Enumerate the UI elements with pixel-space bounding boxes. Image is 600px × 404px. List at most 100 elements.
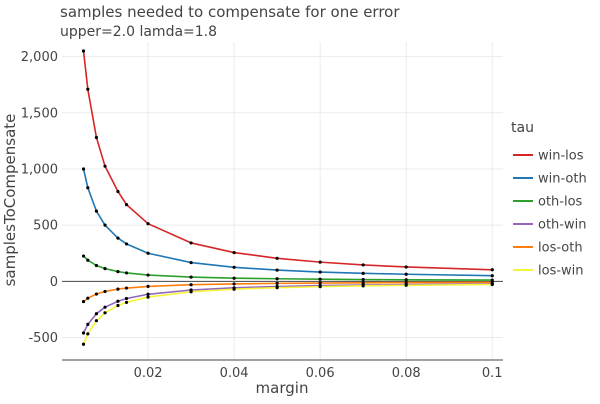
- data-point: [232, 282, 236, 286]
- data-point: [275, 268, 279, 272]
- data-point: [232, 265, 236, 269]
- legend-label: win-los: [538, 149, 584, 164]
- data-point: [116, 303, 120, 308]
- data-point: [232, 250, 236, 255]
- data-point: [232, 287, 236, 291]
- data-point: [103, 305, 107, 309]
- data-point: [94, 135, 99, 140]
- x-tick-label: 0.06: [306, 366, 335, 381]
- legend-label: los-win: [538, 264, 584, 279]
- y-tick-label: 0: [50, 275, 58, 290]
- data-point: [318, 281, 322, 285]
- data-point: [189, 283, 193, 287]
- data-point: [103, 164, 107, 168]
- legend-label: win-oth: [538, 172, 587, 187]
- data-point: [404, 272, 408, 276]
- data-point: [275, 256, 279, 260]
- y-axis-label: samplesToCompensate: [1, 114, 19, 287]
- data-point: [361, 263, 365, 267]
- y-tick-label: 2,000: [21, 50, 58, 65]
- data-point: [81, 49, 86, 53]
- data-point: [361, 277, 365, 282]
- x-tick-label: 0.02: [134, 366, 163, 381]
- data-point: [146, 295, 150, 299]
- data-point: [404, 280, 408, 285]
- data-point: [86, 258, 90, 262]
- legend-label: los-oth: [538, 241, 583, 256]
- data-point: [94, 292, 99, 296]
- data-point: [189, 290, 193, 294]
- data-point: [86, 296, 90, 300]
- data-point: [124, 271, 129, 275]
- data-point: [124, 202, 129, 207]
- data-point: [94, 209, 99, 213]
- legend-label: oth-los: [538, 195, 583, 210]
- data-point: [404, 265, 408, 269]
- data-point: [146, 284, 150, 288]
- legend-item-los-oth[interactable]: los-oth: [513, 241, 583, 256]
- data-point: [490, 278, 494, 282]
- data-point: [232, 276, 236, 280]
- series-win-los: [81, 49, 494, 272]
- legend-item-oth-los[interactable]: oth-los: [513, 195, 583, 210]
- data-point: [116, 287, 120, 291]
- legend-item-win-oth[interactable]: win-oth: [513, 172, 587, 187]
- axes: 0.02 0.04 0.06 0.08 0.1 -500 0 500 1,000 1,500 2,0…: [21, 50, 503, 381]
- data-point: [116, 299, 120, 303]
- data-point: [318, 260, 322, 264]
- data-point: [189, 260, 193, 265]
- data-point: [318, 277, 322, 281]
- legend[interactable]: tau win-los win-oth oth-los oth-win los-oth lo…: [511, 120, 587, 279]
- series-lines: [81, 49, 494, 346]
- data-point: [86, 186, 90, 190]
- data-point: [146, 292, 150, 296]
- data-point: [189, 241, 193, 245]
- series-oth-win: [81, 282, 494, 335]
- y-tick-label: 1,000: [21, 162, 58, 177]
- chart-subtitle: upper=2.0 lamda=1.8: [60, 24, 217, 40]
- data-point: [103, 289, 107, 294]
- data-point: [124, 242, 129, 246]
- data-point: [94, 312, 99, 316]
- data-point: [94, 263, 99, 268]
- y-tick-label: 500: [33, 219, 58, 234]
- y-tick-label: -500: [28, 331, 58, 346]
- data-point: [124, 286, 129, 290]
- legend-label: oth-win: [538, 218, 586, 233]
- data-point: [81, 299, 86, 304]
- legend-item-win-los[interactable]: win-los: [513, 149, 584, 164]
- data-point: [404, 278, 408, 282]
- data-point: [103, 223, 107, 227]
- data-point: [124, 300, 129, 304]
- series-line-win-oth: [82, 168, 493, 277]
- legend-item-oth-win[interactable]: oth-win: [513, 218, 586, 233]
- data-point: [361, 281, 365, 285]
- data-point: [490, 268, 494, 272]
- data-point: [86, 332, 90, 336]
- data-point: [81, 167, 86, 171]
- series-line-win-los: [82, 50, 493, 271]
- data-point: [275, 281, 279, 285]
- data-point: [361, 284, 365, 288]
- x-tick-label: 0.08: [392, 366, 421, 381]
- series-los-win: [81, 282, 494, 346]
- y-tick-label: 1,500: [21, 106, 58, 121]
- data-point: [116, 269, 120, 274]
- data-point: [103, 267, 107, 271]
- data-point: [361, 271, 365, 275]
- data-point: [404, 283, 408, 287]
- series-line-oth-win: [82, 283, 493, 334]
- data-point: [318, 285, 322, 289]
- data-point: [490, 282, 494, 287]
- data-point: [116, 189, 120, 194]
- data-point: [116, 236, 120, 240]
- series-oth-los: [81, 254, 494, 282]
- x-tick-label: 0.04: [220, 366, 249, 381]
- data-point: [86, 322, 90, 326]
- data-point: [103, 311, 107, 315]
- data-point: [146, 222, 150, 226]
- legend-item-los-win[interactable]: los-win: [513, 264, 584, 279]
- series-win-oth: [81, 167, 494, 278]
- gridlines: [62, 42, 503, 360]
